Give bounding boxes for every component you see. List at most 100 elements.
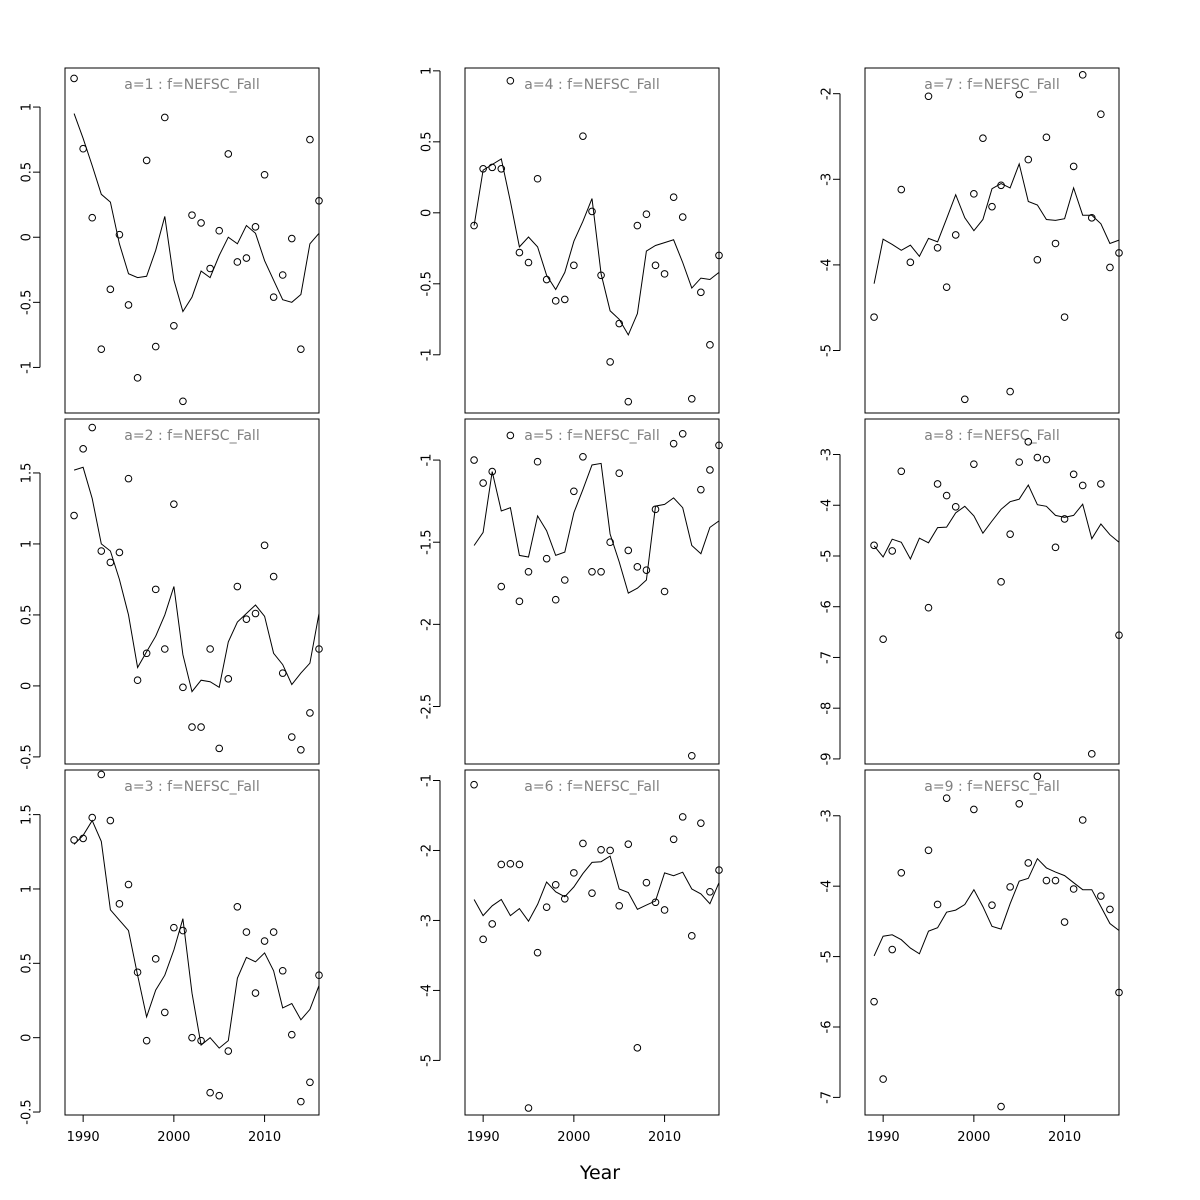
observed-point <box>970 460 978 468</box>
observed-point <box>897 868 906 877</box>
observed-point <box>124 474 133 483</box>
x-tick-label: 2000 <box>557 1130 590 1145</box>
observed-point <box>633 1044 642 1052</box>
y-tick-label: -5 <box>820 344 835 357</box>
observed-point <box>197 1036 205 1045</box>
observed-point <box>133 374 142 382</box>
observed-point <box>1051 543 1060 552</box>
y-tick-label: 0 <box>20 1034 35 1042</box>
observed-point <box>570 487 578 496</box>
observed-point <box>970 805 978 814</box>
observed-point <box>551 297 560 305</box>
observed-point <box>287 733 296 741</box>
panel-6: a=6 : f=NEFSC_Fall -5 -4 -3 -2 -1 1990 2000 2010 <box>420 769 723 1145</box>
y-tick-label: -1 <box>420 774 435 787</box>
panel-title: a=9 : f=NEFSC_Fall <box>924 779 1059 795</box>
panel-frame <box>864 67 1120 414</box>
panel-frame <box>64 418 320 765</box>
observed-point <box>1115 249 1123 257</box>
observed-point <box>242 615 251 623</box>
panel-frame <box>464 418 720 765</box>
observed-point <box>297 1097 305 1106</box>
observed-point <box>488 467 497 476</box>
x-tick-label: 2000 <box>957 1130 990 1145</box>
y-tick-label: -5 <box>420 1054 435 1067</box>
y-tick-label: 1.5 <box>20 804 35 825</box>
observed-point <box>1115 631 1123 639</box>
observed-point <box>997 1102 1005 1111</box>
observed-point <box>479 479 487 487</box>
y-tick-label: 0 <box>20 682 35 690</box>
y-tick-label: 0 <box>20 233 35 241</box>
observed-point <box>970 190 978 198</box>
observed-point <box>1042 876 1051 885</box>
observed-point <box>1060 515 1069 523</box>
observed-point <box>70 74 78 83</box>
observed-point <box>560 576 569 584</box>
observed-point <box>579 452 587 461</box>
observed-point <box>1051 239 1060 248</box>
observed-point <box>678 429 687 438</box>
y-tick-label: 0 <box>420 209 435 217</box>
observed-point <box>924 846 933 855</box>
observed-point <box>997 181 1005 190</box>
observed-point <box>951 502 960 511</box>
observed-point <box>533 174 542 183</box>
fitted-line <box>473 855 720 923</box>
observed-point <box>879 635 887 643</box>
observed-point <box>942 491 951 500</box>
observed-point <box>97 770 106 779</box>
observed-point <box>115 230 124 239</box>
observed-point <box>506 859 515 868</box>
observed-point <box>560 295 569 304</box>
panel-5: a=5 : f=NEFSC_Fall -2.5 -2 -1.5 -1 <box>420 418 723 765</box>
observed-point <box>615 319 624 328</box>
observed-point <box>251 989 260 997</box>
observed-point <box>633 563 642 571</box>
observed-point <box>170 321 178 330</box>
observed-point <box>697 819 705 827</box>
observed-point <box>297 345 305 354</box>
observed-point <box>715 251 723 260</box>
y-tick-label: -3 <box>820 448 835 461</box>
observed-point <box>551 880 560 889</box>
observed-point <box>1015 458 1024 466</box>
observed-point <box>533 948 542 957</box>
observed-point <box>1033 255 1042 264</box>
observed-point <box>642 210 651 219</box>
y-tick-label: -7 <box>820 1091 835 1104</box>
x-tick-label: 1990 <box>467 1130 500 1145</box>
observed-point <box>287 234 296 243</box>
y-tick-label: -9 <box>820 752 835 765</box>
observed-point <box>124 880 133 889</box>
observed-point <box>215 1091 224 1100</box>
observed-point <box>260 170 269 179</box>
observed-point <box>897 185 906 194</box>
y-tick-label: -7 <box>820 651 835 664</box>
observed-point <box>1078 71 1087 79</box>
observed-point <box>706 466 714 474</box>
observed-point <box>297 746 305 754</box>
observed-point <box>570 261 578 270</box>
observed-point <box>651 505 660 514</box>
observed-point <box>597 845 605 854</box>
observed-point <box>179 683 187 692</box>
observed-point <box>942 794 951 802</box>
observed-point <box>660 270 669 278</box>
y-tick-label: 1 <box>20 540 35 548</box>
observed-point <box>542 275 551 284</box>
observed-point <box>179 397 187 406</box>
observed-point <box>687 932 696 940</box>
observed-point <box>960 395 969 404</box>
panel-4: a=4 : f=NEFSC_Fall -1 -0.5 0 0.5 1 <box>420 67 723 414</box>
observed-point <box>242 254 251 262</box>
observed-point <box>179 926 187 935</box>
y-tick-label: -1.5 <box>420 530 435 555</box>
observed-point <box>1006 883 1014 891</box>
observed-point <box>515 860 524 869</box>
fitted-line <box>873 162 1120 284</box>
observed-point <box>306 709 314 717</box>
y-tick-label: -0.5 <box>420 271 435 296</box>
observed-point <box>1060 313 1069 321</box>
observed-point <box>1006 530 1014 538</box>
